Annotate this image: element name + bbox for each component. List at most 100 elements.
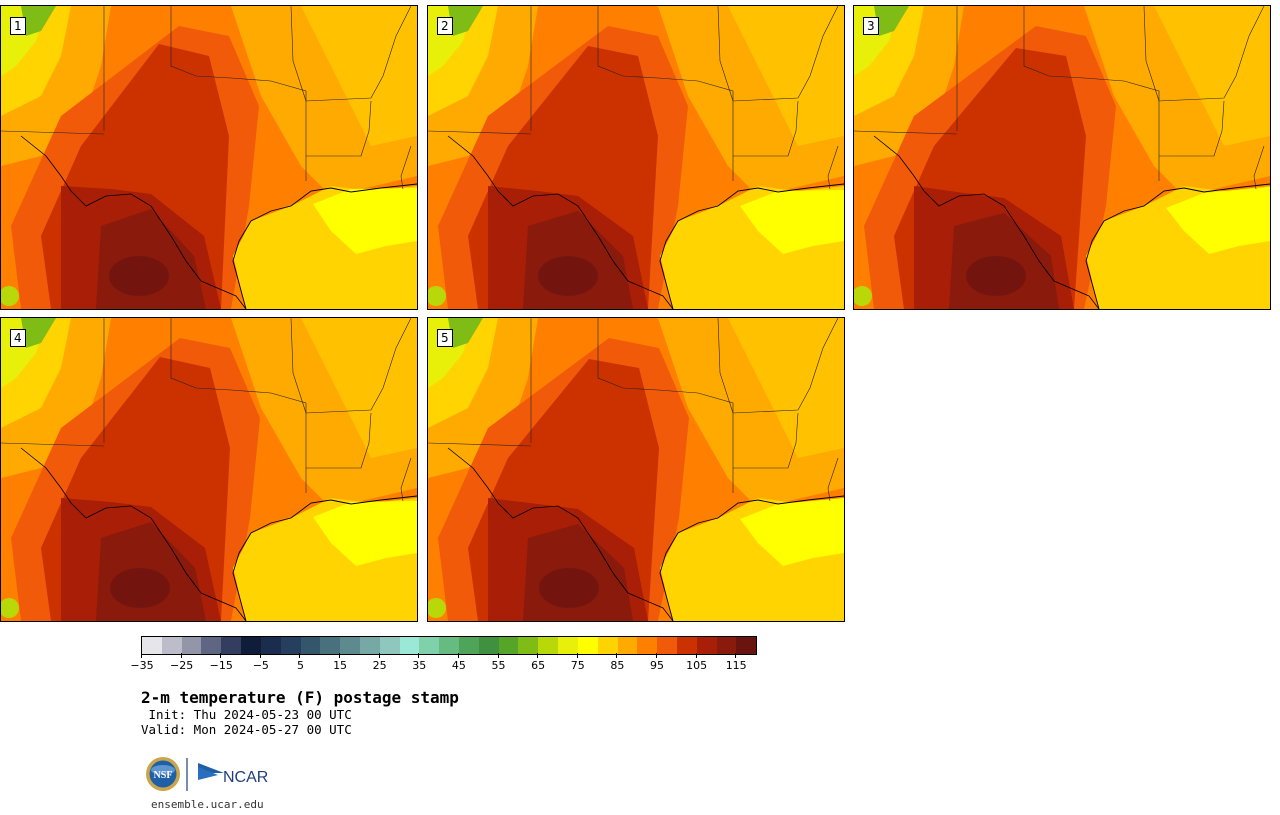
state-boundary [854, 130, 958, 135]
international-border [447, 447, 674, 621]
colorbar-tick-label: 55 [491, 659, 506, 672]
colorbar-swatch [161, 637, 182, 654]
gulf-cool-patch [313, 188, 417, 254]
state-boundary [717, 318, 734, 414]
colorbar-swatch [716, 637, 737, 654]
state-boundary [290, 6, 307, 102]
gulf-cool-patch [1166, 187, 1270, 254]
state-boundary [597, 318, 734, 493]
plot-title: 2-m temperature (F) postage stamp [141, 688, 459, 707]
map-panel: 4 [0, 317, 418, 622]
state-boundary [733, 412, 799, 469]
state-boundary [1158, 6, 1265, 102]
panel-number-label: 2 [437, 17, 453, 35]
state-boundary [717, 6, 734, 102]
panel-number-label: 3 [863, 17, 879, 35]
state-boundary [306, 412, 372, 469]
state-boundary [400, 457, 412, 502]
state-boundary [733, 100, 799, 157]
state-boundary [306, 100, 372, 157]
init-time: Init: Thu 2024-05-23 00 UTC [141, 707, 352, 722]
colorbar-tick [537, 653, 539, 658]
colorbar-tick [339, 653, 341, 658]
colorbar-tick [180, 653, 182, 658]
colorbar-tick-label: −35 [130, 659, 154, 672]
international-border [447, 135, 674, 309]
temperature-map [854, 6, 1270, 309]
colorbar-swatch [241, 637, 261, 654]
state-boundary [597, 6, 734, 181]
state-boundary [428, 442, 532, 447]
colorbar-swatch [260, 637, 281, 654]
colorbar-swatch [359, 637, 380, 654]
colorbar-swatch [300, 637, 321, 654]
gulf-cool-patch [740, 498, 844, 566]
colorbar-swatch [478, 637, 499, 654]
colorbar-swatch [518, 637, 539, 654]
colorbar-swatch [736, 637, 757, 654]
colorbar-tick-label: 25 [372, 659, 387, 672]
colorbar-tick-label: −15 [209, 659, 233, 672]
colorbar-swatch [340, 637, 360, 654]
state-boundary [732, 6, 839, 102]
coastline [1085, 183, 1270, 309]
international-border [20, 447, 247, 621]
colorbar-tick [616, 653, 618, 658]
colorbar-swatch [597, 637, 618, 654]
colorbar-swatch [399, 637, 420, 654]
state-boundary [428, 130, 532, 135]
colorbar-ticks: −35 −25 −15 −5 5 15 25 35 45 55 65 75 85 95 105 115 [130, 653, 755, 677]
colorbar-swatch [201, 637, 222, 654]
colorbar-tick-label: 75 [570, 659, 585, 672]
colorbar-tick [259, 653, 261, 658]
valid-time: Valid: Mon 2024-05-27 00 UTC [141, 722, 352, 737]
colorbar-swatch [459, 637, 479, 654]
map-panel: 2 [427, 5, 845, 310]
colorbar-tick-label: 115 [725, 659, 747, 672]
international-border [873, 135, 1100, 309]
state-boundary [827, 457, 839, 502]
colorbar-swatch [419, 637, 440, 654]
state-boundary [1143, 6, 1160, 102]
colorbar-swatch [280, 637, 301, 654]
temperature-map [1, 318, 417, 621]
temperature-map [428, 6, 844, 309]
colorbar-tick-label: 5 [296, 659, 304, 672]
colorbar-swatch [439, 637, 459, 654]
coastline [659, 495, 844, 621]
colorbar-swatch [617, 637, 638, 654]
temperature-colorbar [141, 636, 757, 655]
website-url: ensemble.ucar.edu [151, 798, 264, 811]
state-boundary [1253, 145, 1265, 190]
panel-number-label: 5 [437, 329, 453, 347]
colorbar-tick-label: 45 [451, 659, 466, 672]
state-boundary [1023, 6, 1160, 181]
state-boundary [827, 145, 839, 190]
colorbar-swatch [657, 637, 677, 654]
international-border [20, 135, 247, 309]
state-boundary [1, 130, 105, 135]
colorbar-tick [497, 653, 499, 658]
state-boundary [170, 318, 307, 493]
colorbar-swatch [181, 637, 202, 654]
nsf-logo-icon: NSF [146, 757, 180, 791]
ncar-logo-text: NCAR [223, 769, 268, 786]
colorbar-swatch [696, 637, 717, 654]
coastline [232, 183, 417, 309]
state-boundary [305, 6, 412, 102]
colorbar-swatch [221, 637, 242, 654]
colorbar-swatch [379, 637, 400, 654]
panel-number-label: 4 [10, 329, 26, 347]
colorbar-tick [735, 653, 737, 658]
colorbar-tick-label: 35 [412, 659, 427, 672]
state-boundary [400, 145, 412, 190]
state-boundary [732, 318, 839, 414]
colorbar-swatch [498, 637, 519, 654]
colorbar-swatch [538, 637, 559, 654]
colorbar-tick [695, 653, 697, 658]
temperature-map [428, 318, 844, 621]
colorbar-tick-label: 95 [649, 659, 664, 672]
gulf-cool-patch [740, 190, 844, 254]
colorbar-tick [299, 653, 301, 658]
coastline [232, 495, 417, 621]
